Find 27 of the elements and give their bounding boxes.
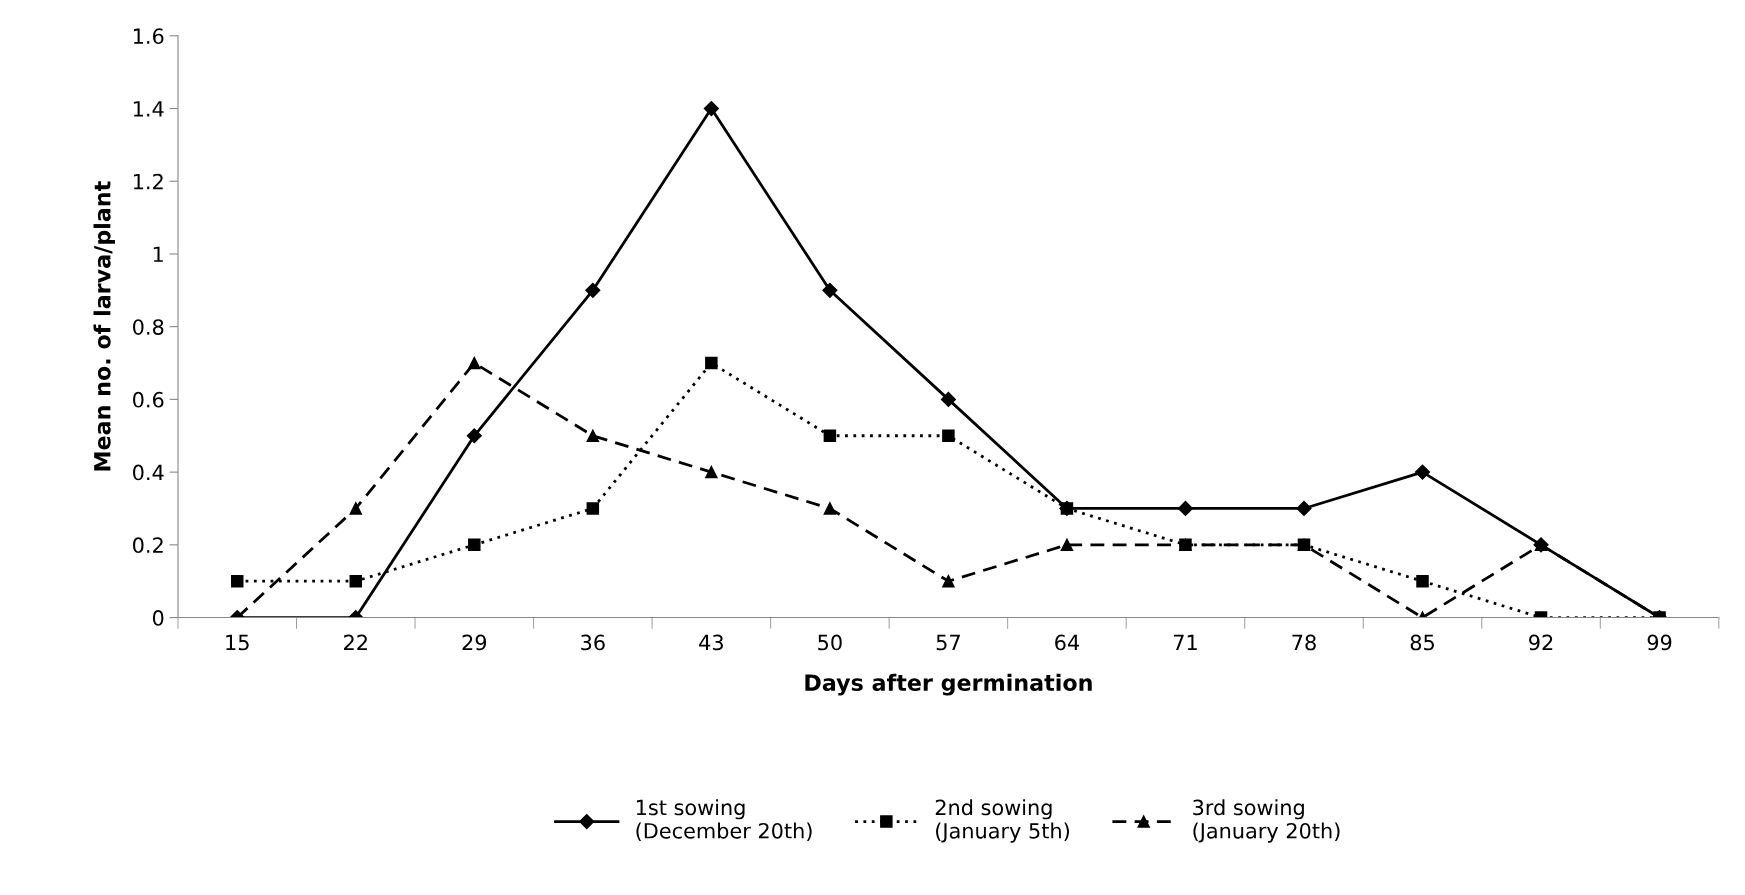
x-tick-label: 85	[1410, 634, 1434, 651]
x-tick-label: 64	[1055, 634, 1080, 651]
x-tick-label: 36	[581, 634, 605, 651]
legend-label: 2nd sowing (January 5th)	[935, 799, 1069, 843]
y-tick-label: 0.8	[133, 319, 164, 335]
x-tick-label: 15	[226, 634, 249, 651]
y-tick-label: 1.2	[133, 173, 163, 190]
y-axis-title: Mean no. of larva/plant	[93, 181, 115, 471]
y-tick-label: 0.2	[133, 537, 163, 554]
y-tick-label: 1	[153, 246, 163, 262]
y-tick-label: 1.4	[133, 101, 164, 117]
legend-label: 1st sowing (December 20th)	[636, 799, 812, 842]
x-tick-label: 57	[936, 634, 960, 651]
x-tick-label: 29	[462, 634, 487, 651]
y-tick-label: 0.6	[133, 391, 164, 408]
x-tick-label: 50	[818, 634, 842, 651]
x-tick-label: 92	[1529, 634, 1553, 651]
y-tick-label: 1.6	[133, 28, 164, 45]
y-tick-label: 0	[152, 610, 164, 626]
x-tick-label: 99	[1647, 634, 1672, 651]
x-tick-label: 22	[344, 634, 367, 651]
x-axis-title: Days after germination	[805, 673, 1092, 696]
legend-label: 3rd sowing (January 20th)	[1193, 799, 1340, 843]
x-tick-label: 43	[699, 634, 723, 651]
y-tick-label: 0.4	[133, 464, 164, 481]
x-tick-label: 78	[1292, 634, 1316, 651]
x-tick-label: 71	[1173, 634, 1197, 651]
